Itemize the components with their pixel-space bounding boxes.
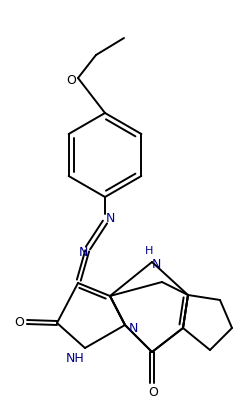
Text: N: N xyxy=(78,245,88,258)
Text: O: O xyxy=(14,317,24,330)
Text: N: N xyxy=(105,211,115,225)
Text: N: N xyxy=(128,321,138,335)
Text: O: O xyxy=(66,74,76,88)
Text: H: H xyxy=(145,246,153,256)
Text: N: N xyxy=(151,258,161,272)
Text: NH: NH xyxy=(66,351,84,364)
Text: O: O xyxy=(148,387,158,400)
